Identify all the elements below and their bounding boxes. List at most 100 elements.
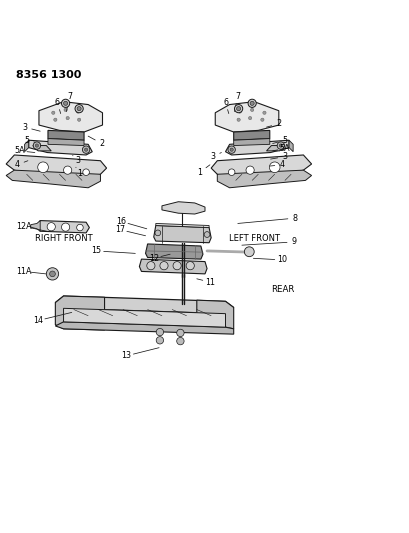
Text: 5: 5 (282, 136, 287, 145)
Polygon shape (39, 102, 102, 132)
Polygon shape (196, 300, 233, 329)
Circle shape (33, 142, 40, 149)
Circle shape (38, 162, 48, 173)
Polygon shape (233, 131, 269, 140)
Circle shape (156, 328, 163, 336)
Circle shape (249, 101, 254, 106)
Polygon shape (48, 131, 84, 140)
Polygon shape (55, 322, 233, 334)
Circle shape (47, 223, 55, 231)
Text: 9: 9 (291, 237, 296, 246)
Circle shape (236, 107, 240, 111)
Circle shape (61, 99, 70, 108)
Polygon shape (266, 146, 284, 151)
Polygon shape (31, 221, 40, 231)
Text: 1: 1 (197, 168, 202, 177)
Circle shape (276, 142, 284, 149)
Text: 4: 4 (15, 160, 20, 169)
Polygon shape (139, 259, 207, 274)
Circle shape (204, 232, 209, 237)
Text: 2: 2 (276, 119, 281, 128)
Circle shape (146, 262, 155, 270)
Text: 8: 8 (292, 214, 297, 223)
Polygon shape (48, 139, 84, 146)
Circle shape (229, 148, 233, 151)
Circle shape (155, 230, 160, 236)
Text: 15: 15 (91, 246, 101, 255)
Polygon shape (155, 223, 209, 228)
Polygon shape (233, 139, 269, 146)
Circle shape (52, 111, 55, 115)
Polygon shape (153, 225, 211, 243)
Text: 3: 3 (282, 152, 287, 161)
Polygon shape (288, 140, 292, 152)
Circle shape (234, 104, 242, 113)
Circle shape (244, 247, 254, 257)
Text: 4: 4 (279, 160, 284, 169)
Circle shape (262, 111, 265, 115)
Polygon shape (29, 140, 92, 155)
Circle shape (84, 148, 88, 151)
Circle shape (82, 146, 90, 154)
Circle shape (83, 169, 89, 175)
Text: REAR: REAR (270, 285, 294, 294)
Text: 2: 2 (99, 139, 104, 148)
Text: 6: 6 (222, 98, 227, 107)
Circle shape (160, 262, 168, 270)
Polygon shape (55, 296, 104, 330)
Text: 10: 10 (276, 255, 286, 264)
Text: 5: 5 (24, 136, 29, 145)
Circle shape (76, 110, 79, 113)
Circle shape (35, 144, 38, 147)
Text: LEFT FRONT: LEFT FRONT (228, 234, 279, 243)
Circle shape (63, 101, 67, 106)
Text: 17: 17 (115, 225, 124, 234)
Polygon shape (145, 244, 202, 259)
Circle shape (63, 166, 72, 174)
Circle shape (269, 162, 279, 173)
Text: 7: 7 (235, 92, 240, 101)
Circle shape (250, 108, 253, 111)
Circle shape (46, 268, 58, 280)
Circle shape (61, 223, 70, 231)
Circle shape (75, 104, 83, 113)
Polygon shape (215, 102, 278, 132)
Text: RIGHT FRONT: RIGHT FRONT (35, 234, 92, 243)
Circle shape (176, 329, 184, 337)
Polygon shape (225, 140, 288, 155)
Circle shape (247, 99, 256, 108)
Polygon shape (63, 308, 225, 327)
Circle shape (49, 271, 55, 277)
Text: 3: 3 (75, 156, 80, 165)
Polygon shape (162, 201, 204, 214)
Text: 16: 16 (116, 217, 126, 226)
Circle shape (54, 118, 57, 122)
Circle shape (66, 116, 69, 120)
Circle shape (236, 118, 240, 122)
Polygon shape (37, 221, 89, 233)
Circle shape (156, 337, 163, 344)
Polygon shape (211, 155, 311, 181)
Circle shape (228, 169, 234, 175)
Text: 8356 1300: 8356 1300 (16, 70, 81, 79)
Text: 13: 13 (121, 351, 131, 360)
Circle shape (227, 146, 235, 154)
Polygon shape (6, 155, 106, 181)
Text: 6: 6 (55, 98, 60, 107)
Text: 12A: 12A (16, 222, 31, 231)
Circle shape (260, 118, 263, 122)
Text: 12: 12 (148, 254, 158, 263)
Circle shape (176, 337, 184, 345)
Circle shape (245, 166, 254, 174)
Text: 3: 3 (22, 123, 27, 132)
Polygon shape (33, 146, 51, 151)
Polygon shape (6, 170, 100, 188)
Text: 1: 1 (77, 169, 82, 179)
Circle shape (186, 262, 194, 270)
Polygon shape (217, 170, 311, 188)
Text: 11A: 11A (16, 267, 31, 276)
Text: 5A: 5A (279, 144, 290, 153)
Circle shape (173, 262, 181, 270)
Text: 7: 7 (67, 92, 72, 101)
Polygon shape (55, 296, 233, 313)
